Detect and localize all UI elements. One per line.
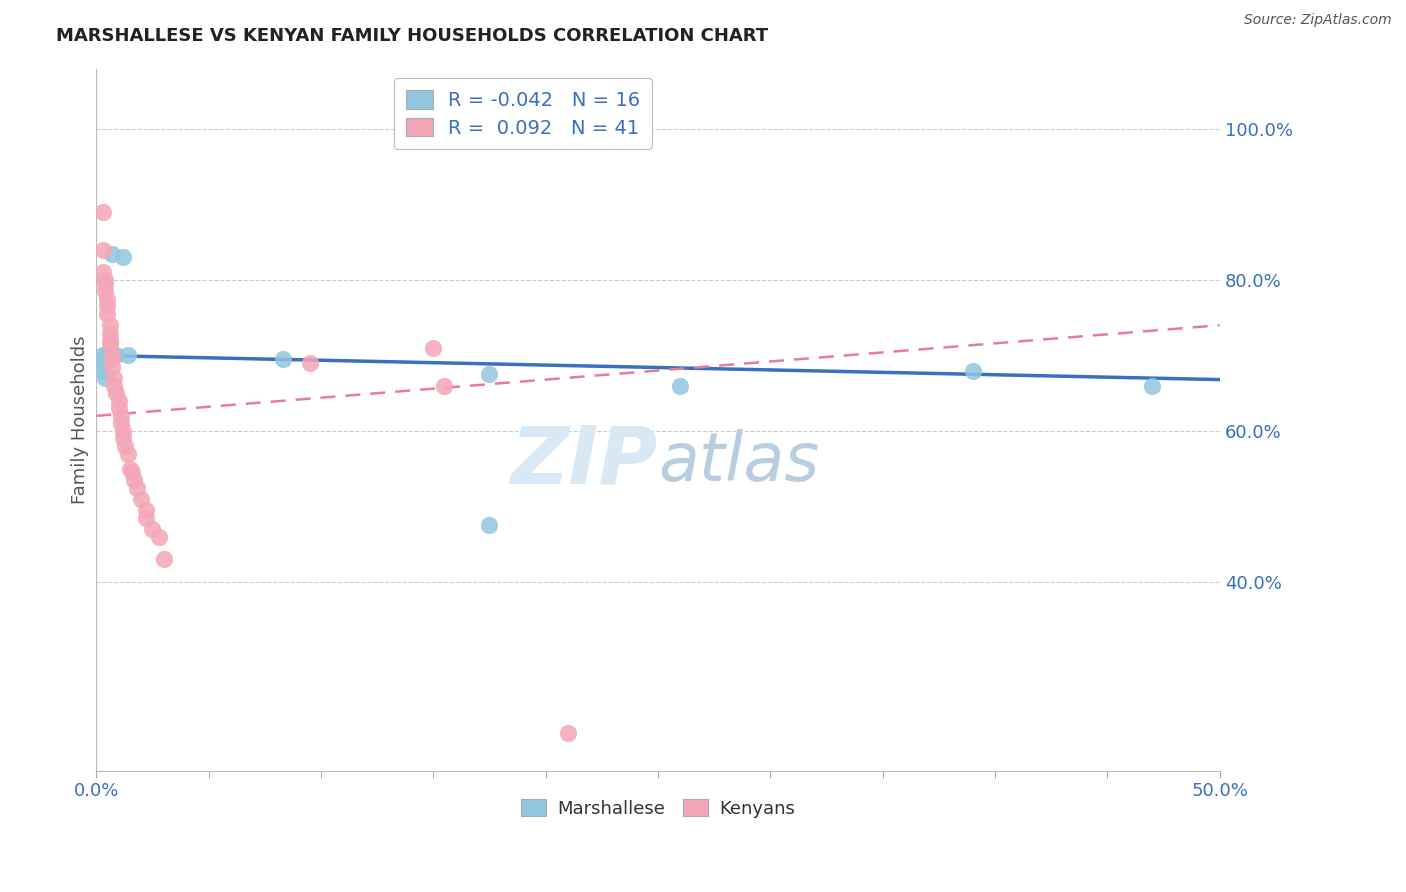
Text: atlas: atlas [658, 429, 820, 495]
Point [962, 363, 984, 377]
Y-axis label: Family Households: Family Households [72, 335, 89, 504]
Point [118, 461, 141, 475]
Point [433, 378, 456, 392]
Legend: Marshallese, Kenyans: Marshallese, Kenyans [513, 792, 803, 825]
Point [96, 292, 118, 306]
Point [107, 401, 129, 416]
Point [96, 307, 118, 321]
Point [148, 530, 170, 544]
Point [101, 359, 124, 374]
Point [98, 326, 121, 340]
Point [112, 250, 135, 264]
Point [669, 378, 692, 392]
Point [98, 334, 121, 348]
Point [117, 348, 139, 362]
Point [94, 273, 117, 287]
Point [101, 352, 124, 367]
Point [101, 246, 124, 260]
Point [110, 409, 132, 423]
Point [125, 481, 148, 495]
Point [96, 299, 118, 313]
Point [298, 356, 321, 370]
Point [478, 518, 501, 533]
Point [271, 352, 294, 367]
Point [91, 265, 114, 279]
Point [98, 337, 121, 351]
Point [152, 552, 174, 566]
Point [105, 348, 128, 362]
Point [91, 363, 114, 377]
Point [124, 473, 146, 487]
Point [94, 371, 117, 385]
Point [107, 393, 129, 408]
Point [135, 510, 157, 524]
Point [94, 277, 117, 291]
Point [478, 368, 501, 382]
Point [103, 378, 125, 392]
Point [91, 243, 114, 257]
Point [117, 447, 139, 461]
Point [96, 348, 118, 362]
Point [129, 491, 152, 506]
Point [101, 348, 124, 362]
Point [135, 503, 157, 517]
Point [94, 285, 117, 299]
Point [121, 466, 143, 480]
Point [1142, 378, 1164, 392]
Text: ZIP: ZIP [510, 423, 658, 500]
Point [98, 318, 121, 333]
Point [422, 341, 444, 355]
Point [91, 352, 114, 367]
Point [110, 417, 132, 431]
Point [103, 371, 125, 385]
Point [112, 432, 135, 446]
Point [114, 439, 136, 453]
Point [557, 726, 579, 740]
Text: MARSHALLESE VS KENYAN FAMILY HOUSEHOLDS CORRELATION CHART: MARSHALLESE VS KENYAN FAMILY HOUSEHOLDS … [56, 27, 768, 45]
Point [141, 522, 163, 536]
Text: Source: ZipAtlas.com: Source: ZipAtlas.com [1244, 13, 1392, 28]
Point [105, 386, 128, 401]
Point [112, 424, 135, 438]
Point [91, 205, 114, 219]
Point [91, 348, 114, 362]
Point [91, 356, 114, 370]
